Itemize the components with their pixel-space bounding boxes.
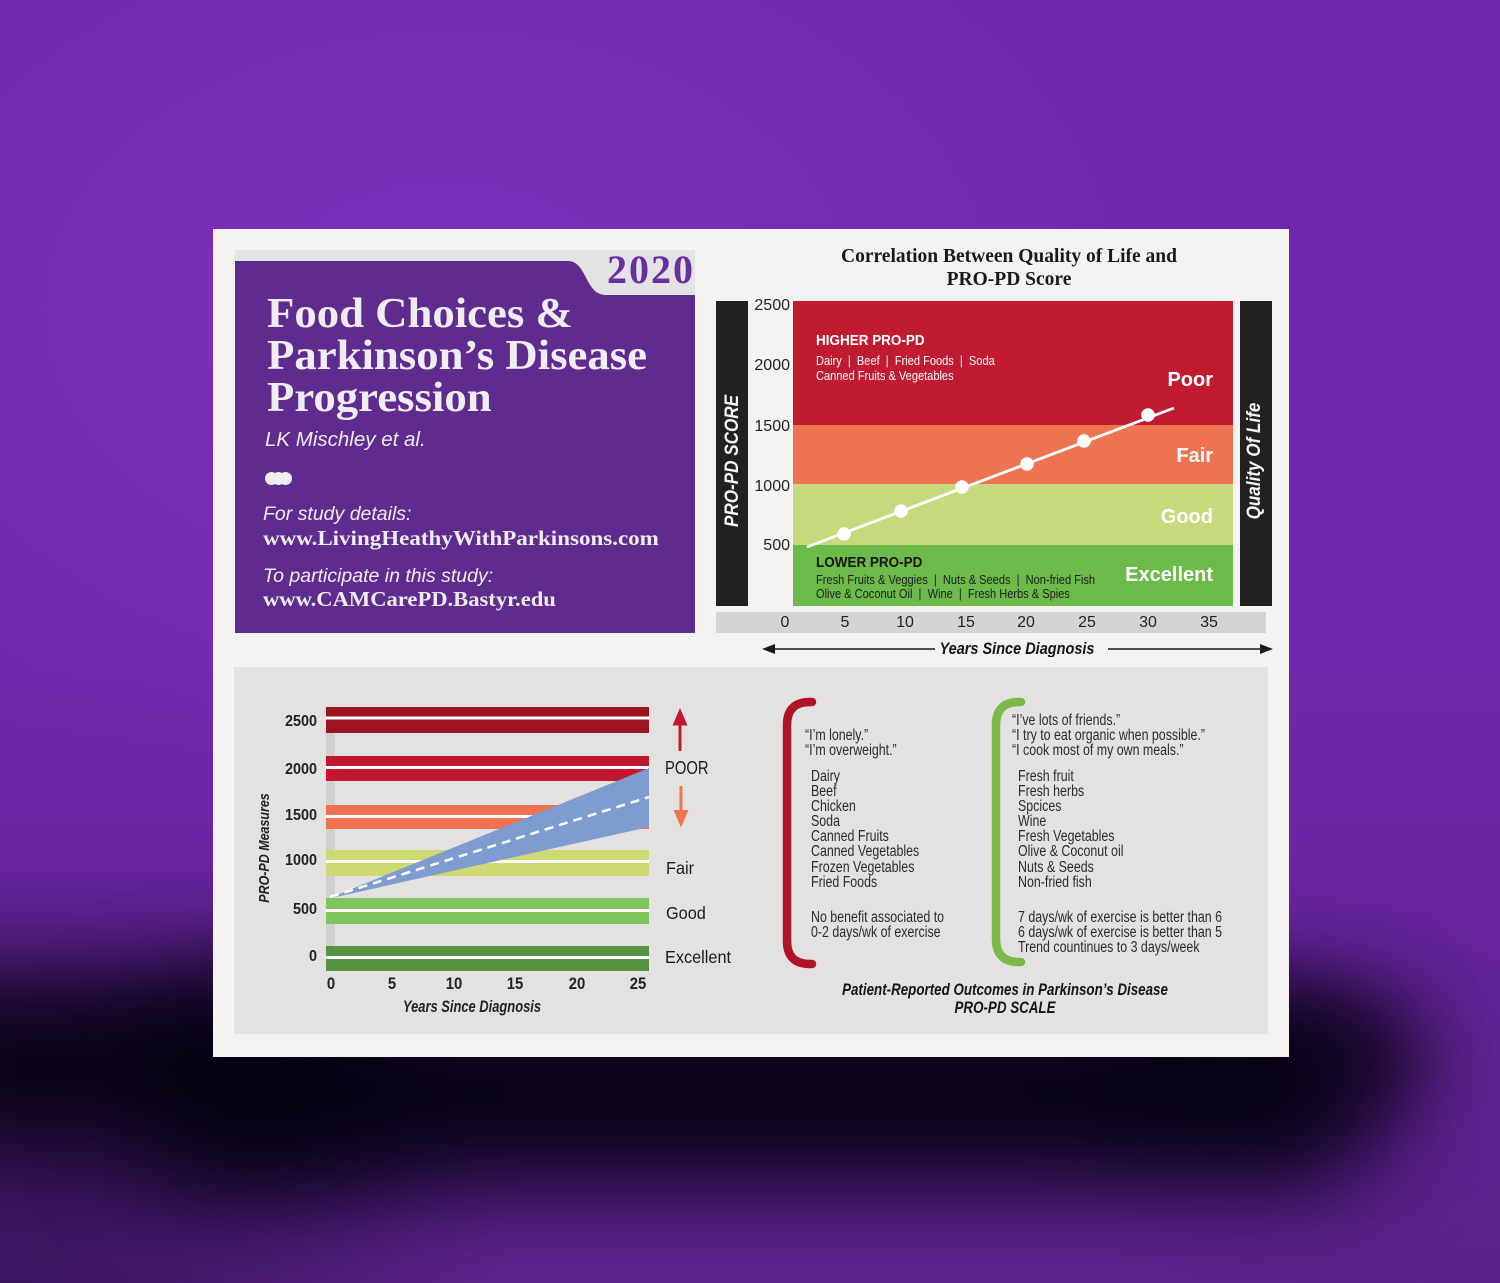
svg-text:Years Since Diagnosis: Years Since Diagnosis (940, 641, 1095, 657)
